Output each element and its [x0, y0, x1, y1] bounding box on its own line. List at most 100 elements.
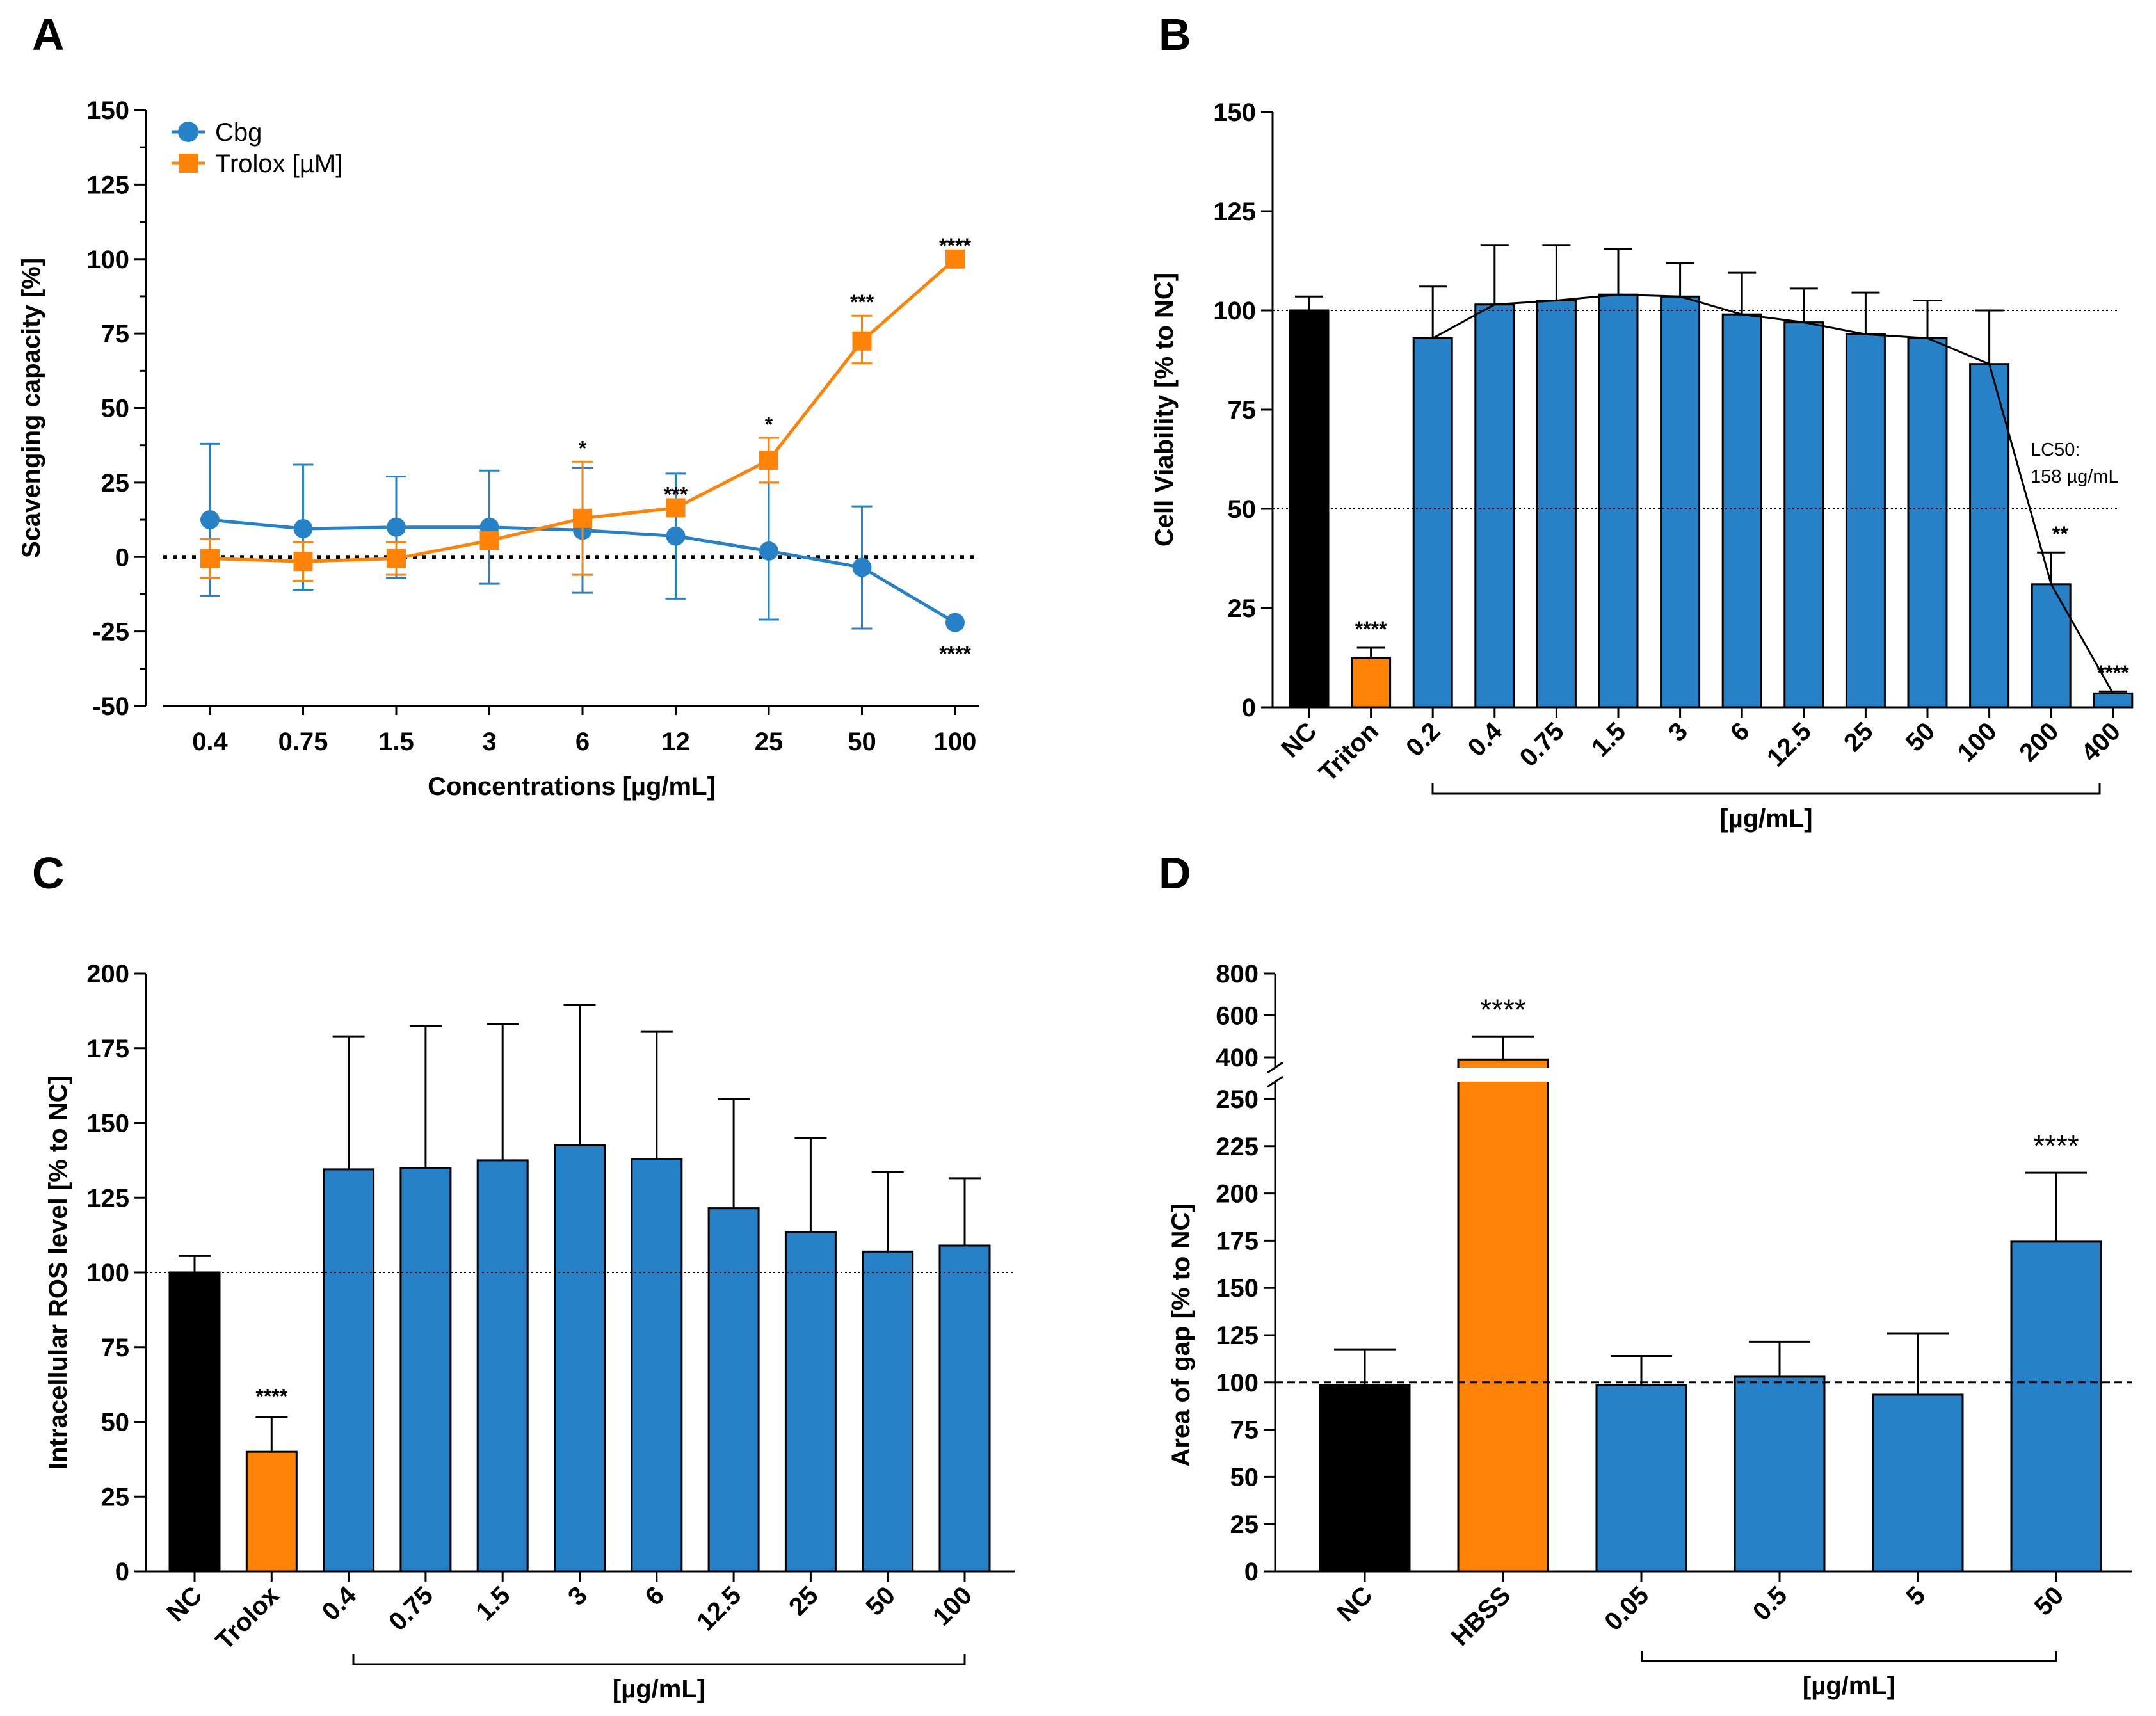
panel-d-bar — [1595, 1384, 1687, 1573]
panel-d-group-label: [µg/mL] — [1803, 1672, 1895, 1700]
panel-d-x-tick-label: HBSS — [1446, 1581, 1516, 1651]
panel-b-x-tick-label: NC — [1276, 717, 1322, 763]
panel-a-legend-cbg-label: Cbg — [215, 118, 262, 147]
panel-c-x-tick-label: 0.75 — [383, 1581, 438, 1636]
panel-b-bar — [1412, 337, 1453, 709]
panel-a-x-tick-label: 1.5 — [378, 728, 414, 756]
panel-a-x-tick-label: 0.4 — [192, 728, 228, 756]
panel-a-x-tick-label: 3 — [482, 728, 496, 756]
panel-a-trolox-point — [852, 331, 872, 351]
panel-b-significance: ** — [2052, 522, 2068, 545]
panel-a-trolox-point — [573, 508, 592, 528]
panel-d-y-tick-label: 200 — [1216, 1180, 1259, 1208]
panel-c-x-tick-label: 100 — [928, 1581, 977, 1631]
panel-b-y-tick-label: 150 — [1213, 99, 1256, 127]
panel-a-y-tick-label: 100 — [86, 246, 129, 274]
panel-c-bar-chart: NC Trolox 0.4 0.75 1.5 3 6 12.5 25 50 100 **** [µg/m… — [44, 960, 1015, 1703]
panel-b-x-tick-label: 6 — [1725, 717, 1755, 747]
panel-a-trolox-point — [479, 531, 499, 550]
panel-b-x-tick-label: 3 — [1663, 717, 1693, 747]
panel-b-x-tick-label: 200 — [2014, 717, 2064, 767]
panel-d-axis-break-mark — [1267, 1061, 1283, 1074]
panel-a-y-tick-label: 0 — [115, 543, 129, 572]
panel-b-x-tick-label: 400 — [2076, 717, 2126, 767]
panel-a-trolox-significance: *** — [664, 483, 688, 506]
panel-letter-d: D — [1159, 848, 1191, 898]
panel-c-y-tick-label: 50 — [101, 1409, 130, 1437]
panel-b-lc50-value: 158 µg/mL — [2031, 467, 2119, 487]
panel-b-bar — [1969, 363, 2010, 709]
panel-d-axis-break-gap — [1264, 1068, 1287, 1082]
panel-b-x-tick-label: 1.5 — [1586, 717, 1631, 762]
panel-d-y-tick-label: 400 — [1216, 1044, 1259, 1072]
panel-d-y-tick-label: 125 — [1216, 1322, 1259, 1350]
panel-a-cbg-point — [387, 517, 406, 537]
panel-c-bar — [938, 1244, 991, 1573]
panel-b-x-tick-label: 0.2 — [1401, 717, 1445, 762]
panel-a-cbg-point — [759, 541, 778, 561]
panel-b-y-tick-label: 0 — [1242, 694, 1256, 722]
panel-b-x-tick-label: 0.4 — [1463, 717, 1508, 762]
panel-b-bar — [1845, 333, 1886, 709]
panel-d-bar — [2010, 1240, 2102, 1573]
panel-a-trolox-point — [666, 498, 686, 518]
panel-c-x-tick-label: 6 — [640, 1581, 670, 1611]
panel-b-x-tick-label: 0.75 — [1515, 717, 1570, 772]
panel-a-y-tick-label: -25 — [92, 618, 129, 646]
panel-a-trolox-point — [293, 552, 313, 572]
panel-c-x-tick-label: 12.5 — [691, 1581, 746, 1636]
panel-a-x-tick-label: 100 — [934, 728, 977, 756]
panel-a-cbg-point — [200, 510, 220, 530]
panel-c-y-axis-title: Intracellular ROS level [% to NC] — [44, 1075, 72, 1470]
panel-b-bar — [1474, 303, 1515, 709]
panel-b-bar — [2093, 692, 2134, 709]
panel-c-x-tick-label: 0.4 — [317, 1581, 362, 1626]
panel-a-cbg-point — [945, 613, 965, 632]
panel-a-cbg-point — [852, 557, 872, 577]
panel-c-y-tick-label: 25 — [101, 1483, 130, 1511]
panel-c-x-tick-label: NC — [161, 1581, 207, 1627]
panel-a-trolox-point — [200, 549, 220, 568]
panel-d-bar — [1457, 1058, 1549, 1573]
panel-letter-c: C — [32, 848, 65, 898]
panel-b-fit-curve — [1432, 293, 2114, 694]
panel-d-group-bracket — [1641, 1651, 2057, 1662]
panel-d-x-tick-label: 50 — [2029, 1581, 2070, 1621]
panel-c-y-tick-label: 200 — [86, 960, 129, 988]
panel-d-y-tick-label: 75 — [1230, 1416, 1259, 1445]
panel-c-bar — [245, 1450, 298, 1573]
panel-b-lc50-label: LC50: — [2031, 440, 2080, 460]
panel-a-legend-trolox-label: Trolox [µM] — [215, 150, 342, 178]
panel-b-bar — [1351, 657, 1392, 709]
panel-b-x-tick-label: Triton — [1314, 717, 1384, 787]
panel-d-bar — [1734, 1375, 1826, 1573]
panel-c-bar — [168, 1271, 221, 1573]
panel-c-bar — [631, 1158, 683, 1573]
panel-c-x-tick-label: 3 — [563, 1581, 593, 1611]
panel-d-y-axis-title: Area of gap [% to NC] — [1167, 1203, 1195, 1466]
panel-a-x-tick-label: 6 — [575, 728, 590, 756]
panel-a-x-axis-title: Concentrations [µg/mL] — [428, 773, 716, 801]
panel-b-y-axis-title: Cell Viability [% to NC] — [1150, 273, 1179, 547]
panel-d-y-tick-label: 150 — [1216, 1274, 1259, 1303]
panel-a-y-tick-label: 125 — [86, 171, 129, 199]
panel-c-x-tick-label: 25 — [784, 1581, 824, 1621]
panel-c-bar — [862, 1250, 914, 1573]
panel-a-trolox-significance: **** — [939, 234, 971, 257]
panel-b-group-bracket — [1431, 783, 2101, 795]
panel-c-group-label: [µg/mL] — [613, 1675, 705, 1703]
panel-a-cbg-point — [293, 519, 313, 539]
panel-d-bar-break-gap — [1456, 1068, 1550, 1082]
panel-d-y-tick-label: 50 — [1230, 1463, 1259, 1491]
panel-a-trolox-significance: * — [579, 437, 587, 460]
panel-a-x-tick-label: 50 — [848, 728, 876, 756]
panel-a-trolox-point — [387, 549, 406, 568]
panel-b-y-tick-label: 50 — [1228, 495, 1257, 524]
panel-a-y-tick-label: 75 — [101, 320, 130, 348]
panel-b-significance: **** — [1355, 618, 1387, 641]
panel-a-y-tick-label: 50 — [101, 395, 130, 423]
panel-c-group-bracket — [352, 1654, 966, 1665]
panel-a-line-chart: 150 125 100 75 50 25 0 -25 -50 Scavenging capacit… — [17, 97, 979, 801]
panel-d-y-tick-label: 600 — [1216, 1002, 1259, 1030]
